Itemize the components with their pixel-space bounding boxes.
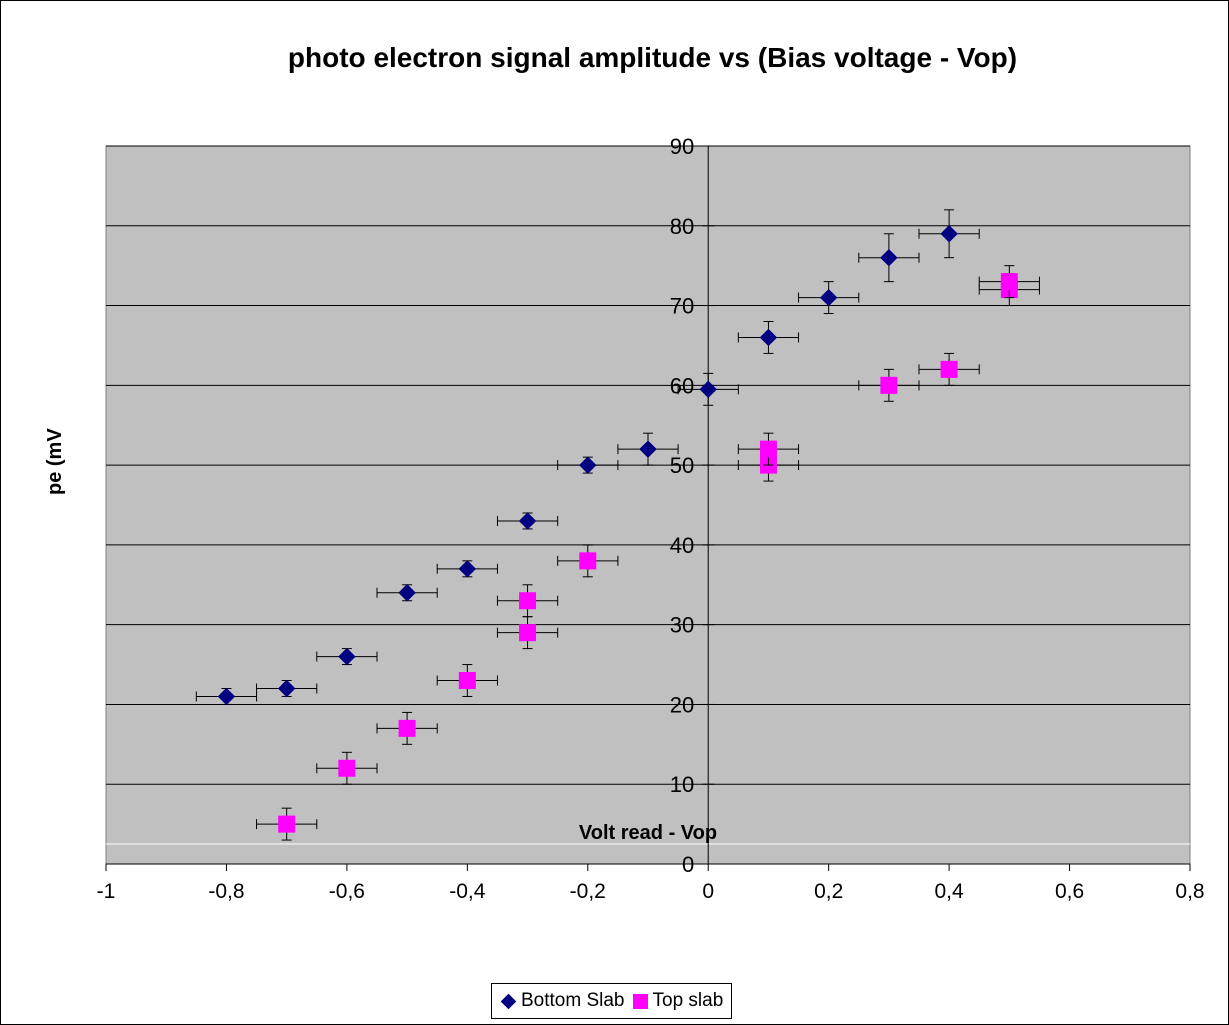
y-tick-label: 0 bbox=[682, 852, 694, 877]
square-marker bbox=[940, 360, 958, 378]
diamond-marker bbox=[518, 512, 537, 530]
data-point bbox=[858, 233, 920, 283]
x-tick-label: -0,2 bbox=[570, 880, 606, 903]
data-point bbox=[316, 647, 378, 666]
x-tick-label: 0,2 bbox=[814, 880, 843, 903]
legend-item-bottom-slab: Bottom Slab bbox=[500, 990, 625, 1012]
x-axis-label: Volt read - Vop bbox=[578, 822, 718, 844]
square-marker bbox=[880, 376, 898, 394]
y-tick-label: 70 bbox=[670, 294, 694, 319]
square-marker bbox=[579, 552, 597, 570]
y-tick-label: 60 bbox=[670, 373, 694, 398]
data-point bbox=[436, 664, 498, 697]
diamond-marker bbox=[277, 679, 296, 698]
data-point bbox=[256, 807, 318, 841]
legend: Bottom Slab Top slab bbox=[491, 983, 733, 1019]
x-tick-label: -1 bbox=[97, 880, 116, 903]
y-tick-label: 10 bbox=[670, 772, 694, 797]
diamond-marker bbox=[880, 248, 898, 267]
data-point bbox=[316, 751, 378, 785]
data-point bbox=[617, 432, 679, 466]
legend-label: Bottom Slab bbox=[521, 990, 625, 1011]
data-point bbox=[677, 372, 739, 406]
diamond-marker bbox=[940, 225, 958, 243]
square-marker bbox=[458, 672, 476, 690]
data-point bbox=[436, 560, 498, 578]
diamond-marker bbox=[579, 456, 597, 474]
data-point bbox=[496, 512, 559, 530]
data-point bbox=[737, 432, 800, 466]
data-point bbox=[978, 265, 1040, 299]
y-tick-label: 40 bbox=[670, 533, 694, 558]
legend-item-top-slab: Top slab bbox=[632, 990, 724, 1012]
y-axis-label: pe (mV bbox=[44, 428, 66, 495]
x-tick-label: -0,8 bbox=[208, 880, 244, 903]
diamond-marker-icon bbox=[500, 993, 517, 1009]
diamond-marker bbox=[398, 584, 416, 602]
x-tick-label: 0,8 bbox=[1175, 880, 1204, 903]
y-tick-label: 20 bbox=[670, 692, 694, 717]
axes bbox=[105, 145, 1191, 871]
y-tick-label: 30 bbox=[670, 613, 694, 638]
x-tick-label: 0 bbox=[702, 880, 714, 903]
diamond-marker bbox=[699, 380, 717, 399]
square-marker bbox=[1000, 273, 1018, 291]
data-point bbox=[737, 321, 800, 354]
data-point bbox=[918, 352, 980, 386]
data-point bbox=[496, 584, 559, 618]
data-point bbox=[858, 368, 920, 402]
chart-title: photo electron signal amplitude vs (Bias… bbox=[287, 42, 1018, 73]
square-marker bbox=[398, 719, 416, 737]
x-tick-label: 0,4 bbox=[935, 880, 965, 903]
y-tick-label: 50 bbox=[670, 453, 694, 478]
square-marker bbox=[759, 440, 777, 458]
tick-labels: -1 -0,8 -0,6 -0,4 -0,2 0 0,2 0,4 0,6 0,8 0 10 20 30 40… bbox=[97, 134, 1205, 903]
square-marker bbox=[338, 759, 356, 777]
y-tick-label: 90 bbox=[670, 134, 694, 159]
data-marks bbox=[195, 209, 1040, 841]
y-tick-label: 80 bbox=[670, 214, 694, 239]
x-tick-label: -0,6 bbox=[329, 880, 365, 903]
square-marker bbox=[519, 624, 537, 642]
data-point bbox=[376, 584, 438, 602]
diamond-marker bbox=[819, 288, 838, 307]
diamond-marker bbox=[338, 647, 356, 666]
data-point bbox=[195, 687, 258, 706]
data-point bbox=[256, 679, 318, 698]
plot-background bbox=[105, 145, 1191, 865]
data-point bbox=[557, 456, 619, 474]
legend-label: Top slab bbox=[652, 990, 724, 1011]
square-marker bbox=[278, 815, 296, 833]
data-point bbox=[376, 711, 438, 745]
diamond-marker bbox=[639, 440, 657, 458]
data-point bbox=[557, 544, 619, 578]
diamond-marker bbox=[217, 687, 236, 706]
data-point bbox=[918, 209, 980, 259]
x-tick-label: -0,4 bbox=[449, 880, 486, 903]
x-tick-label: 0,6 bbox=[1055, 880, 1084, 903]
square-marker bbox=[519, 592, 537, 610]
diamond-marker bbox=[458, 560, 477, 578]
square-marker-icon bbox=[632, 993, 648, 1009]
data-point bbox=[798, 281, 860, 315]
diamond-marker bbox=[759, 328, 778, 347]
